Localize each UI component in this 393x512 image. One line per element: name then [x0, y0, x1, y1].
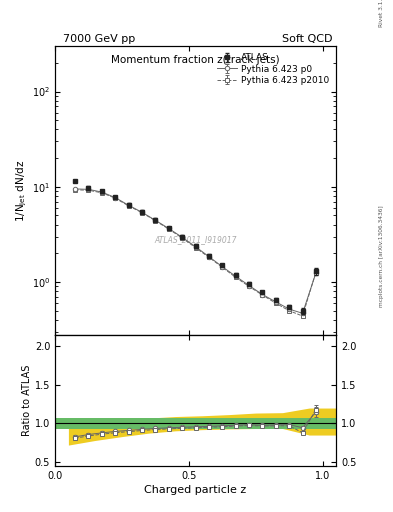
Text: ATLAS_2011_I919017: ATLAS_2011_I919017 — [154, 235, 237, 244]
Text: Soft QCD: Soft QCD — [282, 33, 332, 44]
Text: Rivet 3.1.10, ≥ 400k events: Rivet 3.1.10, ≥ 400k events — [379, 0, 384, 27]
Legend: ATLAS, Pythia 6.423 p0, Pythia 6.423 p2010: ATLAS, Pythia 6.423 p0, Pythia 6.423 p20… — [214, 51, 332, 88]
Y-axis label: 1/N$_\mathregular{jet}$ dN/dz: 1/N$_\mathregular{jet}$ dN/dz — [15, 159, 29, 222]
Y-axis label: Ratio to ATLAS: Ratio to ATLAS — [22, 365, 32, 436]
Text: mcplots.cern.ch [arXiv:1306.3436]: mcplots.cern.ch [arXiv:1306.3436] — [379, 205, 384, 307]
Text: 7000 GeV pp: 7000 GeV pp — [63, 33, 135, 44]
Text: Momentum fraction z(track jets): Momentum fraction z(track jets) — [111, 55, 280, 65]
X-axis label: Charged particle z: Charged particle z — [144, 485, 247, 495]
